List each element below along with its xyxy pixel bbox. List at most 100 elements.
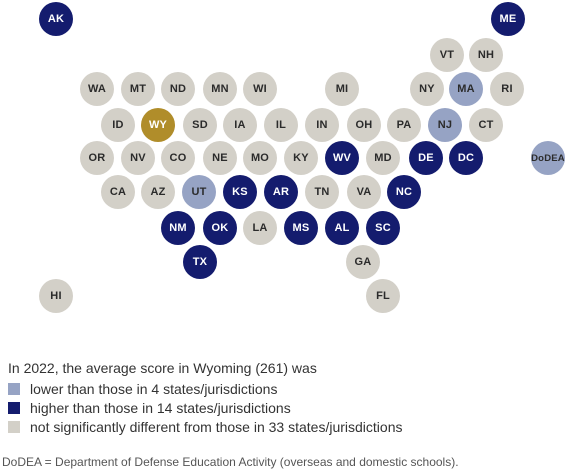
state-hi[interactable]: HI [39,279,73,313]
state-label: NJ [437,119,453,131]
state-de[interactable]: DE [409,141,443,175]
legend-swatch-lower [8,382,20,395]
state-mt[interactable]: MT [121,72,155,106]
state-label: IA [234,119,246,131]
state-label: DE [418,152,434,164]
state-tn[interactable]: TN [305,175,339,209]
state-label: NV [130,152,146,164]
state-label: OR [88,152,106,164]
state-az[interactable]: AZ [141,175,175,209]
state-dodea[interactable]: DoDEA [531,141,565,175]
state-label: AR [272,186,290,198]
state-ma[interactable]: MA [449,72,483,106]
state-label: IN [316,119,328,131]
state-nv[interactable]: NV [121,141,155,175]
state-nh[interactable]: NH [469,38,503,72]
state-wa[interactable]: WA [80,72,114,106]
state-label: ME [499,13,517,25]
state-ks[interactable]: KS [223,175,257,209]
legend-swatch-not-significant [8,420,20,433]
state-pa[interactable]: PA [387,108,421,142]
state-label: HI [50,290,62,302]
state-dc[interactable]: DC [449,141,483,175]
state-ar[interactable]: AR [264,175,298,209]
state-ky[interactable]: KY [284,141,318,175]
state-in[interactable]: IN [305,108,339,142]
state-label: DoDEA [531,152,565,164]
state-nm[interactable]: NM [161,211,195,245]
state-label: IL [275,119,287,131]
legend-label-higher: higher than those in 14 states/jurisdict… [30,399,291,416]
state-wi[interactable]: WI [243,72,277,106]
state-co[interactable]: CO [161,141,195,175]
state-label: FL [376,290,390,302]
state-id[interactable]: ID [101,108,135,142]
state-label: MN [211,83,229,95]
state-label: OH [355,119,373,131]
state-il[interactable]: IL [264,108,298,142]
state-wy[interactable]: WY [141,108,175,142]
state-label: MS [292,222,310,234]
state-ut[interactable]: UT [182,175,216,209]
state-label: WV [332,152,352,164]
state-label: AK [47,13,65,25]
state-label: OK [211,222,229,234]
state-label: MO [250,152,270,164]
legend: In 2022, the average score in Wyoming (2… [8,359,563,436]
legend-intro: In 2022, the average score in Wyoming (2… [8,360,317,376]
state-mi[interactable]: MI [325,72,359,106]
legend-item-higher: higher than those in 14 states/jurisdict… [8,398,563,417]
state-fl[interactable]: FL [366,279,400,313]
state-label: GA [354,256,372,268]
state-md[interactable]: MD [366,141,400,175]
state-label: TX [192,256,208,268]
state-ok[interactable]: OK [203,211,237,245]
state-la[interactable]: LA [243,211,277,245]
state-label: LA [252,222,268,234]
state-label: CT [478,119,494,131]
state-nj[interactable]: NJ [428,108,462,142]
state-or[interactable]: OR [80,141,114,175]
legend-swatch-higher [8,401,20,414]
state-label: VA [356,186,372,198]
state-ga[interactable]: GA [346,245,380,279]
state-ca[interactable]: CA [101,175,135,209]
state-nc[interactable]: NC [387,175,421,209]
state-label: WI [253,83,267,95]
state-tx[interactable]: TX [183,245,217,279]
state-va[interactable]: VA [347,175,381,209]
state-label: AL [334,222,350,234]
state-ak[interactable]: AK [39,2,73,36]
state-label: MD [374,152,392,164]
state-label: MI [335,83,349,95]
state-me[interactable]: ME [491,2,525,36]
state-ia[interactable]: IA [223,108,257,142]
state-al[interactable]: AL [325,211,359,245]
state-ct[interactable]: CT [469,108,503,142]
state-oh[interactable]: OH [347,108,381,142]
state-label: MT [129,83,147,95]
state-label: UT [191,186,207,198]
state-mo[interactable]: MO [243,141,277,175]
state-label: AZ [150,186,166,198]
state-vt[interactable]: VT [430,38,464,72]
state-ms[interactable]: MS [284,211,318,245]
legend-item-not-significant: not significantly different from those i… [8,417,563,436]
state-label: NH [477,49,495,61]
state-label: ND [169,83,187,95]
state-label: TN [314,186,330,198]
state-wv[interactable]: WV [325,141,359,175]
state-label: NC [395,186,413,198]
state-sd[interactable]: SD [183,108,217,142]
state-label: NM [169,222,187,234]
legend-label-not-significant: not significantly different from those i… [30,418,403,435]
state-ri[interactable]: RI [490,72,524,106]
state-nd[interactable]: ND [161,72,195,106]
state-label: ID [112,119,124,131]
state-label: NE [212,152,228,164]
state-ne[interactable]: NE [203,141,237,175]
state-sc[interactable]: SC [366,211,400,245]
state-ny[interactable]: NY [410,72,444,106]
state-label: KS [232,186,248,198]
state-mn[interactable]: MN [203,72,237,106]
